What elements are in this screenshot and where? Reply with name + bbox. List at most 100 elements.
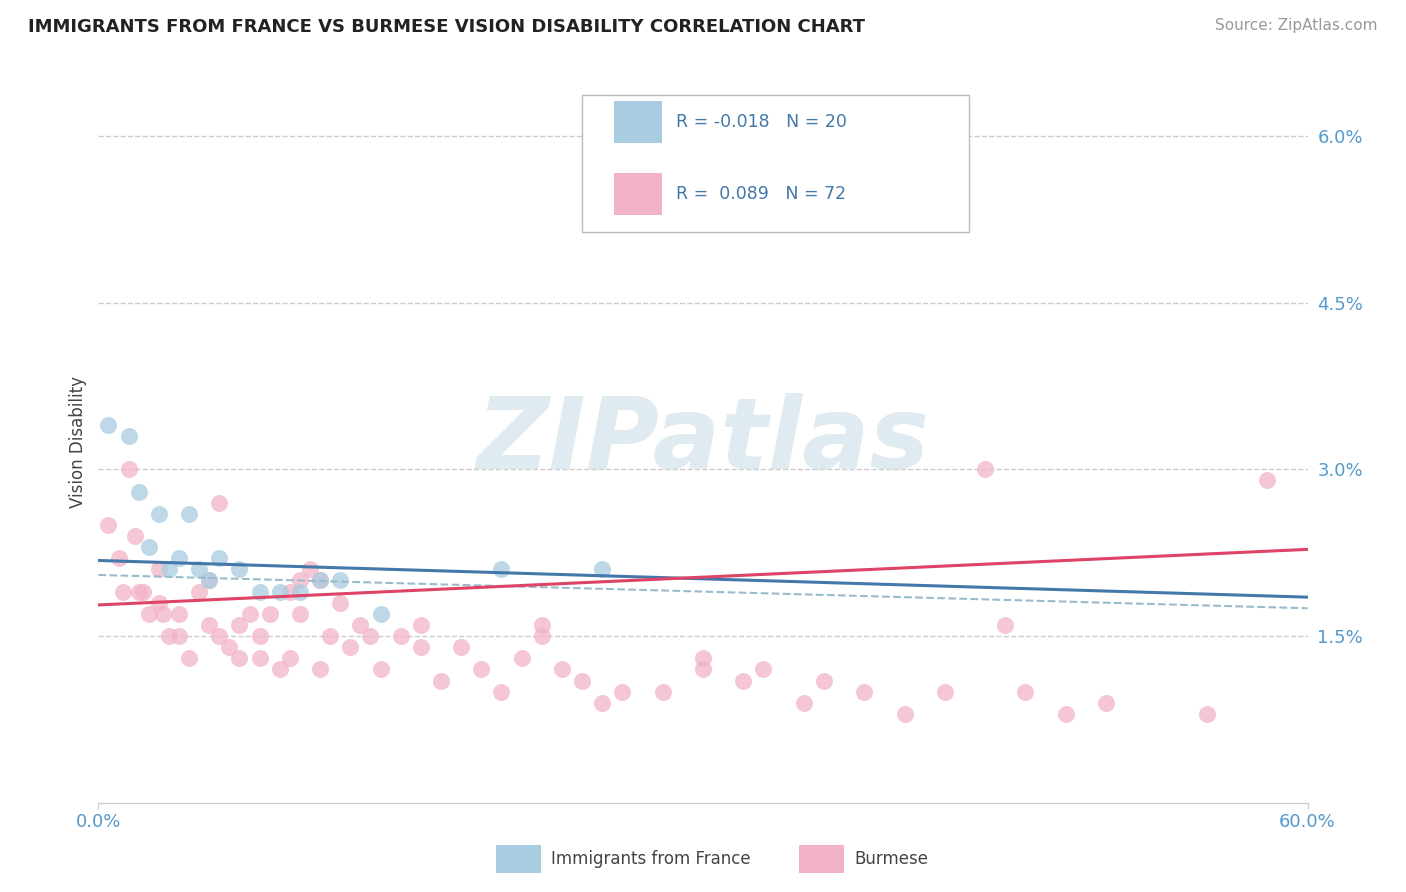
- Point: [491, 684, 513, 698]
- Point: [188, 584, 211, 599]
- Point: [148, 507, 170, 521]
- Point: [167, 551, 190, 566]
- Point: [299, 562, 322, 576]
- Point: [208, 496, 231, 510]
- Point: [278, 651, 301, 665]
- Point: [1095, 696, 1118, 710]
- Point: [198, 618, 221, 632]
- Point: [571, 673, 593, 688]
- Point: [278, 584, 301, 599]
- Point: [370, 662, 392, 676]
- Point: [510, 651, 533, 665]
- Point: [167, 607, 190, 621]
- Point: [329, 574, 352, 588]
- Point: [148, 562, 170, 576]
- Point: [218, 640, 240, 655]
- Point: [208, 551, 231, 566]
- Text: Source: ZipAtlas.com: Source: ZipAtlas.com: [1215, 18, 1378, 33]
- Point: [651, 684, 673, 698]
- Point: [853, 684, 876, 698]
- Point: [97, 417, 120, 432]
- Text: IMMIGRANTS FROM FRANCE VS BURMESE VISION DISABILITY CORRELATION CHART: IMMIGRANTS FROM FRANCE VS BURMESE VISION…: [28, 18, 865, 36]
- Point: [389, 629, 412, 643]
- Point: [228, 618, 250, 632]
- Point: [132, 584, 155, 599]
- Point: [228, 651, 250, 665]
- Point: [228, 562, 250, 576]
- Point: [167, 629, 190, 643]
- Point: [138, 607, 160, 621]
- Point: [157, 562, 180, 576]
- Point: [934, 684, 956, 698]
- Point: [349, 618, 371, 632]
- Point: [124, 529, 146, 543]
- Point: [692, 662, 714, 676]
- Point: [339, 640, 361, 655]
- Point: [97, 517, 120, 532]
- Point: [249, 651, 271, 665]
- Text: R =  0.089   N = 72: R = 0.089 N = 72: [676, 185, 846, 203]
- Point: [551, 662, 574, 676]
- Point: [288, 584, 311, 599]
- Y-axis label: Vision Disability: Vision Disability: [69, 376, 87, 508]
- Point: [179, 651, 201, 665]
- Point: [591, 562, 613, 576]
- Point: [1054, 706, 1077, 721]
- Point: [1014, 684, 1036, 698]
- Point: [111, 584, 134, 599]
- Point: [269, 662, 291, 676]
- Point: [752, 662, 775, 676]
- Point: [1195, 706, 1218, 721]
- Point: [530, 618, 553, 632]
- Point: [450, 640, 472, 655]
- Point: [1256, 474, 1278, 488]
- Point: [813, 673, 835, 688]
- Point: [974, 462, 997, 476]
- Point: [430, 673, 453, 688]
- Point: [198, 574, 221, 588]
- Text: R = -0.018   N = 20: R = -0.018 N = 20: [676, 112, 848, 131]
- Point: [612, 684, 634, 698]
- Point: [259, 607, 281, 621]
- Point: [249, 584, 271, 599]
- Point: [530, 629, 553, 643]
- Point: [733, 673, 755, 688]
- Point: [793, 696, 815, 710]
- Point: [409, 618, 432, 632]
- Point: [319, 629, 342, 643]
- Point: [288, 607, 311, 621]
- Text: ZIPatlas: ZIPatlas: [477, 393, 929, 490]
- Point: [188, 562, 211, 576]
- Point: [692, 651, 714, 665]
- Point: [491, 562, 513, 576]
- FancyBboxPatch shape: [613, 101, 662, 143]
- Point: [370, 607, 392, 621]
- FancyBboxPatch shape: [582, 95, 969, 232]
- Point: [309, 574, 332, 588]
- Point: [138, 540, 160, 554]
- Point: [128, 584, 150, 599]
- Point: [118, 462, 141, 476]
- FancyBboxPatch shape: [613, 173, 662, 215]
- Text: Immigrants from France: Immigrants from France: [551, 850, 751, 868]
- Point: [591, 696, 613, 710]
- Point: [152, 607, 174, 621]
- Point: [309, 662, 332, 676]
- Point: [118, 429, 141, 443]
- Point: [288, 574, 311, 588]
- Point: [179, 507, 201, 521]
- Point: [309, 574, 332, 588]
- Point: [128, 484, 150, 499]
- Point: [360, 629, 382, 643]
- Point: [107, 551, 129, 566]
- Point: [329, 596, 352, 610]
- Point: [269, 584, 291, 599]
- Point: [239, 607, 262, 621]
- Text: Burmese: Burmese: [855, 850, 929, 868]
- Point: [198, 574, 221, 588]
- Point: [208, 629, 231, 643]
- Point: [148, 596, 170, 610]
- Point: [470, 662, 492, 676]
- Point: [994, 618, 1017, 632]
- Point: [157, 629, 180, 643]
